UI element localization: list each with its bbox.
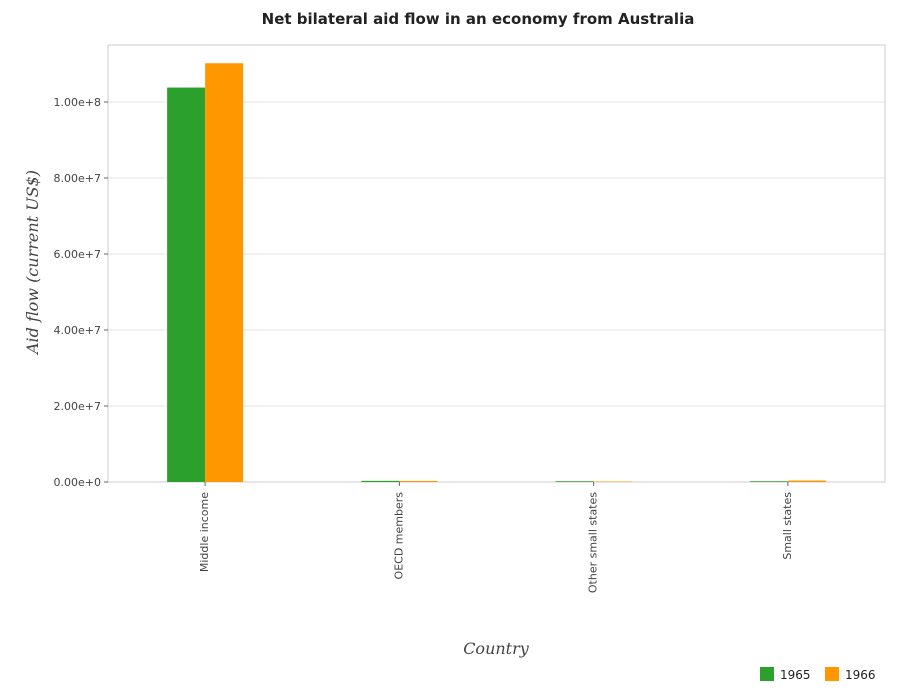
plot-area <box>107 44 886 483</box>
legend-label: 1966 <box>845 668 876 682</box>
y-tick-label: 0.00e+0 <box>54 476 101 489</box>
y-axis-title: Aid flow (current US$) <box>23 170 42 356</box>
legend-swatch <box>825 667 839 681</box>
bar-1966 <box>205 63 244 483</box>
x-tick-label: OECD members <box>392 492 405 580</box>
bar-1966 <box>787 480 826 482</box>
y-tick-label: 1.00e+8 <box>54 96 101 109</box>
y-axis-ticks: 0.00e+0 2.00e+7 4.00e+7 6.00e+7 8.00e+7 1.00e… <box>54 96 108 489</box>
legend: 1965 1966 <box>760 667 876 682</box>
x-tick-label: Other small states <box>587 492 600 593</box>
bar-1965 <box>555 481 594 482</box>
bars <box>167 63 826 483</box>
y-tick-label: 6.00e+7 <box>54 248 101 261</box>
chart-title: Net bilateral aid flow in an economy fro… <box>262 10 695 28</box>
x-axis-title: Country <box>463 639 530 658</box>
y-tick-label: 4.00e+7 <box>54 324 101 337</box>
x-axis-ticks: Middle income OECD members Other small sta… <box>198 482 794 593</box>
x-tick-label: Middle income <box>198 492 211 572</box>
bar-1965 <box>167 87 206 482</box>
bar-1965 <box>361 480 400 482</box>
legend-swatch <box>760 667 774 681</box>
bar-1966 <box>399 480 438 482</box>
x-tick-label: Small states <box>781 492 794 560</box>
y-tick-label: 2.00e+7 <box>54 400 101 413</box>
legend-label: 1965 <box>780 668 811 682</box>
y-tick-label: 8.00e+7 <box>54 172 101 185</box>
bar-1965 <box>749 481 788 482</box>
